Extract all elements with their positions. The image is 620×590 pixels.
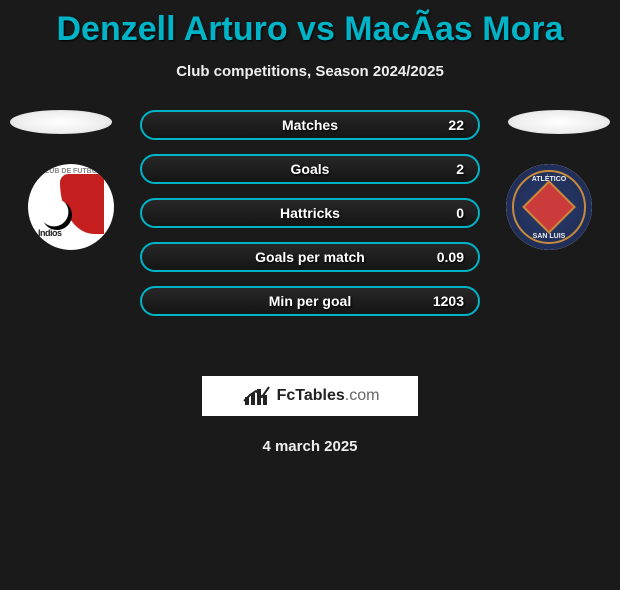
stat-value-right: 2 (456, 161, 464, 177)
sanluis-badge: ATLÉTICO SAN LUIS (506, 164, 592, 250)
stat-label: Goals per match (142, 249, 478, 265)
stat-row-hattricks: Hattricks 0 (140, 198, 480, 228)
stat-value-right: 1203 (433, 293, 464, 309)
season-subtitle: Club competitions, Season 2024/2025 (0, 63, 620, 80)
comparison-panel: CLUB DE FUTBOL Indios ATLÉTICO SAN LUIS … (0, 110, 620, 350)
stat-rows: Matches 22 Goals 2 Hattricks 0 Goals per… (140, 110, 480, 316)
stat-label: Min per goal (142, 293, 478, 309)
soccer-ball-icon (42, 200, 72, 230)
brand-text: FcTables.com (277, 387, 380, 405)
bar-chart-icon (241, 383, 273, 409)
left-country-flag (10, 110, 112, 134)
page-title: Denzell Arturo vs MacÃ­as Mora (0, 10, 620, 49)
stat-label: Goals (142, 161, 478, 177)
right-country-flag (508, 110, 610, 134)
indios-badge: CLUB DE FUTBOL Indios (28, 164, 114, 250)
left-club-badge: CLUB DE FUTBOL Indios (28, 164, 114, 250)
stat-value-right: 0 (456, 205, 464, 221)
stat-row-gpm: Goals per match 0.09 (140, 242, 480, 272)
date-footer: 4 march 2025 (0, 438, 620, 455)
stat-row-matches: Matches 22 (140, 110, 480, 140)
stat-value-right: 22 (448, 117, 464, 133)
stat-row-mpg: Min per goal 1203 (140, 286, 480, 316)
stat-value-right: 0.09 (437, 249, 464, 265)
indios-label: Indios (38, 228, 62, 238)
stat-row-goals: Goals 2 (140, 154, 480, 184)
right-club-badge: ATLÉTICO SAN LUIS (506, 164, 592, 250)
stat-label: Hattricks (142, 205, 478, 221)
brand-box[interactable]: FcTables.com (202, 376, 418, 416)
brand-domain: .com (345, 387, 380, 404)
stat-label: Matches (142, 117, 478, 133)
sanluis-bottom-text: SAN LUIS (533, 233, 566, 240)
brand-name: FcTables (277, 387, 345, 404)
